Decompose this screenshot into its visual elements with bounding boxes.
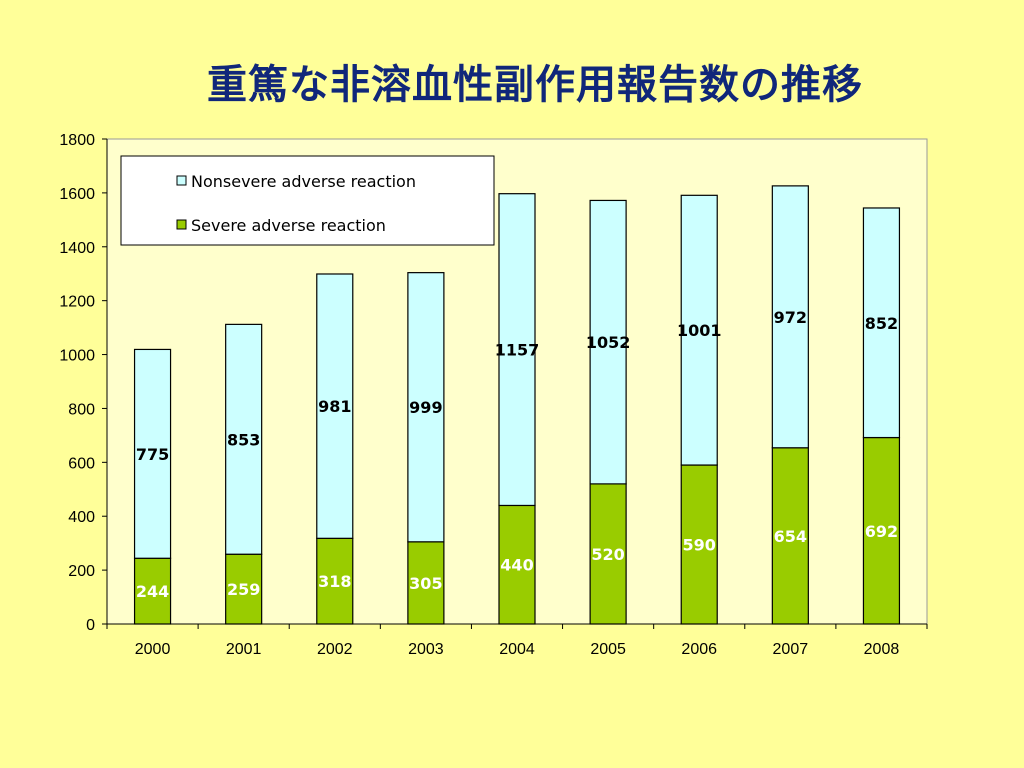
bar-severe-2007 — [771, 447, 809, 625]
bar-nonsevere-2005 — [589, 199, 627, 485]
y-tick-label: 400 — [68, 509, 95, 526]
bar-nonsevere-2003 — [407, 272, 445, 543]
data-label-nonsevere-2008: 852 — [865, 314, 898, 333]
data-labels-layer: 244 775 259 853 318 981 305 999 440 1157 520 1052 59… — [136, 308, 898, 601]
data-label-severe-2006: 590 — [683, 536, 716, 555]
legend-box — [120, 155, 495, 246]
data-label-nonsevere-2001: 853 — [227, 430, 260, 449]
data-label-severe-2000: 244 — [136, 582, 169, 601]
bar-nonsevere-2000 — [133, 348, 172, 559]
y-tick-label: 800 — [68, 401, 95, 418]
x-tick-label: 2000 — [135, 641, 171, 658]
bar-nonsevere-2002 — [316, 273, 354, 539]
legend: Nonsevere adverse reaction Severe adverse… — [120, 155, 495, 246]
y-tick-label: 200 — [68, 563, 95, 580]
y-tick-label: 1600 — [59, 186, 95, 203]
bar-severe-2008 — [862, 436, 901, 625]
data-label-severe-2001: 259 — [227, 580, 260, 599]
data-label-nonsevere-2006: 1001 — [677, 321, 722, 340]
bar-nonsevere-2008 — [862, 207, 901, 439]
data-label-nonsevere-2007: 972 — [774, 308, 807, 327]
bar-severe-2005 — [589, 483, 627, 625]
data-label-severe-2008: 692 — [865, 522, 898, 541]
bar-nonsevere-2001 — [225, 323, 263, 555]
bar-nonsevere-2004 — [498, 193, 536, 507]
axes-layer: 0 200 400 600 800 1000 1200 1400 1600 1800 2000 200… — [59, 132, 928, 658]
data-label-nonsevere-2003: 999 — [409, 398, 442, 417]
x-tick-label: 2003 — [408, 641, 444, 658]
legend-swatch-nonsevere — [176, 175, 187, 186]
x-tick-label: 2001 — [226, 641, 262, 658]
y-tick-label: 1800 — [59, 132, 95, 149]
x-tick-label: 2007 — [773, 641, 809, 658]
y-tick-label: 1000 — [59, 348, 95, 365]
bars-layer — [133, 185, 901, 625]
data-label-nonsevere-2002: 981 — [318, 397, 351, 416]
data-label-nonsevere-2004: 1157 — [495, 341, 540, 360]
y-tick-label: 1200 — [59, 294, 95, 311]
data-label-nonsevere-2000: 775 — [136, 445, 169, 464]
data-label-severe-2005: 520 — [591, 545, 624, 564]
x-tick-label: 2002 — [317, 641, 353, 658]
bar-severe-2003 — [407, 541, 445, 625]
legend-swatch-severe — [176, 219, 187, 230]
y-tick-label: 600 — [68, 455, 95, 472]
legend-label-severe: Severe adverse reaction — [191, 216, 386, 235]
slide-title: 重篤な非溶血性副作用報告数の推移 — [207, 62, 863, 108]
data-label-severe-2003: 305 — [409, 574, 442, 593]
x-tick-label: 2005 — [590, 641, 626, 658]
data-label-nonsevere-2005: 1052 — [586, 333, 631, 352]
data-label-severe-2007: 654 — [774, 527, 807, 546]
x-tick-label: 2008 — [864, 641, 900, 658]
x-tick-label: 2006 — [681, 641, 717, 658]
x-tick-label: 2004 — [499, 641, 535, 658]
bar-nonsevere-2007 — [771, 185, 809, 449]
y-tick-label: 1400 — [59, 240, 95, 257]
legend-label-nonsevere: Nonsevere adverse reaction — [191, 172, 416, 191]
y-tick-label: 0 — [86, 617, 95, 634]
data-label-severe-2002: 318 — [318, 572, 351, 591]
data-label-severe-2004: 440 — [500, 556, 533, 575]
bar-nonsevere-2006 — [680, 194, 718, 466]
